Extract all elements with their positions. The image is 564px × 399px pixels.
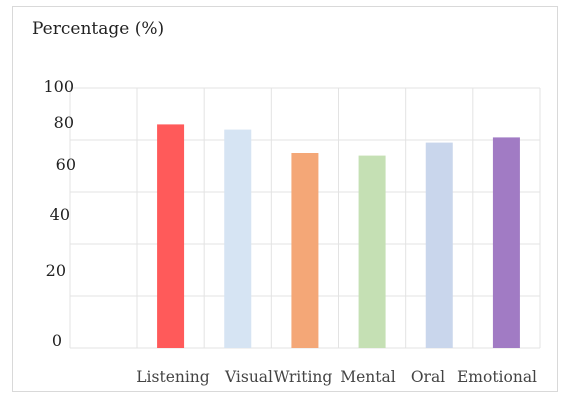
x-tick-label: Mental xyxy=(340,368,395,386)
x-tick-label: Emotional xyxy=(457,368,537,386)
x-tick-label: Visual xyxy=(224,368,273,386)
y-tick-label: 80 xyxy=(54,113,74,132)
bar-emotional xyxy=(492,137,520,348)
x-tick-label: Writing xyxy=(274,368,333,386)
bar-mental xyxy=(358,155,386,348)
bar-oral xyxy=(425,142,453,348)
y-tick-label: 60 xyxy=(56,155,76,174)
chart-frame xyxy=(12,6,558,392)
x-tick-label: Listening xyxy=(136,368,210,386)
y-tick-label: 100 xyxy=(43,77,74,96)
bar-visual xyxy=(224,129,252,348)
y-tick-label: 20 xyxy=(46,261,66,280)
bar-writing xyxy=(291,153,319,348)
y-tick-label: 40 xyxy=(50,205,70,224)
x-tick-label: Oral xyxy=(411,368,445,386)
y-tick-label: 0 xyxy=(52,331,62,350)
bar-listening xyxy=(157,124,185,349)
y-axis-title: Percentage (%) xyxy=(32,19,165,39)
